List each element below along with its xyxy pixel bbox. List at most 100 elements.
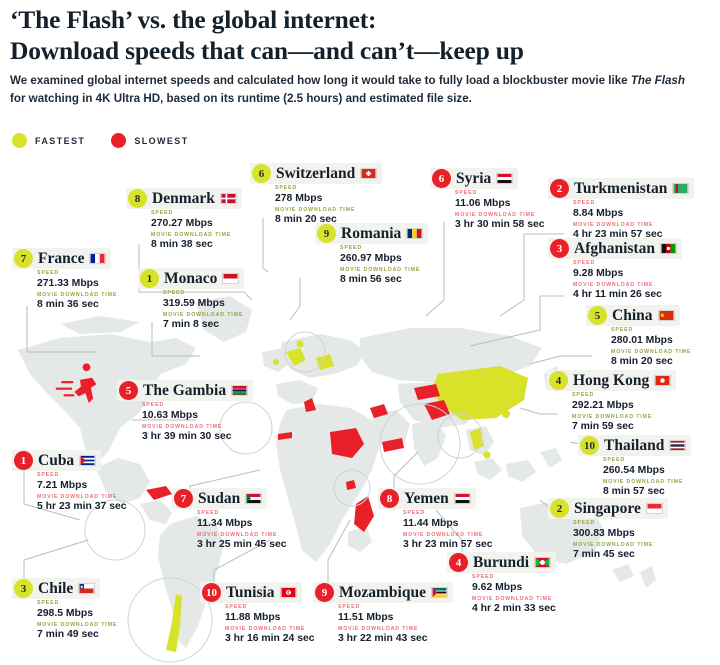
speed-label: SPEED [142,402,165,408]
time-value: 8 min 38 sec [151,239,213,251]
country-name: China [612,306,653,324]
country-name: Romania [341,224,402,242]
speed-value: 280.01 Mbps [611,334,673,346]
time-label: MOVIE DOWNLOAD TIME [573,541,654,548]
callout-thailand-body: SPEED 260.54 Mbps MOVIE DOWNLOAD TIME 8 … [578,457,691,498]
time-label: MOVIE DOWNLOAD TIME [142,423,223,430]
rank-pin: 6 [432,169,451,188]
flag-thailand-icon [669,440,687,451]
speed-label: SPEED [472,574,495,580]
speed-label: SPEED [603,457,626,463]
callout-afghanistan-body: SPEED 9.28 Mbps MOVIE DOWNLOAD TIME 4 hr… [548,260,682,301]
callout-tunisia[interactable]: 10 Tunisia SPEED 11.88 Mbps MOVIE DOWNLO… [200,582,315,645]
flag-hong-kong-icon [654,375,672,386]
callout-monaco[interactable]: 1 Monaco SPEED 319.59 Mbps MOVIE DOWNLOA… [138,268,245,331]
rank-pin: 4 [449,553,468,572]
callout-turkmenistan-header: 2 Turkmenistan [548,178,695,199]
speed-value: 9.62 Mbps [472,581,523,593]
callout-yemen[interactable]: 8 Yemen SPEED 11.44 Mbps MOVIE DOWNLOAD … [378,488,493,551]
callout-china-body: SPEED 280.01 Mbps MOVIE DOWNLOAD TIME 8 … [586,327,691,368]
flag-afghanistan-icon [659,243,677,254]
time-label: MOVIE DOWNLOAD TIME [603,478,684,485]
callout-france-body: SPEED 271.33 Mbps MOVIE DOWNLOAD TIME 8 … [12,270,118,311]
time-value: 3 hr 25 min 45 sec [197,539,287,551]
callout-switzerland-body: SPEED 278 Mbps MOVIE DOWNLOAD TIME 8 min… [250,185,382,226]
time-value: 3 hr 23 min 57 sec [403,539,493,551]
time-label: MOVIE DOWNLOAD TIME [275,206,356,213]
time-label: MOVIE DOWNLOAD TIME [403,531,484,538]
callout-burundi[interactable]: 4 Burundi SPEED 9.62 Mbps MOVIE DOWNLOAD… [447,552,557,615]
rank-pin: 1 [14,451,33,470]
speed-value: 11.88 Mbps [225,611,281,623]
callout-cuba[interactable]: 1 Cuba SPEED 7.21 Mbps MOVIE DOWNLOAD TI… [12,450,127,513]
callout-yemen-body: SPEED 11.44 Mbps MOVIE DOWNLOAD TIME 3 h… [378,510,493,551]
time-value: 7 min 45 sec [573,549,635,561]
callout-burundi-body: SPEED 9.62 Mbps MOVIE DOWNLOAD TIME 4 hr… [447,574,556,615]
speed-label: SPEED [340,245,363,251]
callout-chile-body: SPEED 298.5 Mbps MOVIE DOWNLOAD TIME 7 m… [12,600,117,641]
callout-switzerland[interactable]: 6 Switzerland SPEED 278 Mbps MOVIE DOWNL… [250,163,383,226]
callout-hong-kong-header: 4 Hong Kong [547,370,677,391]
rank-pin: 4 [549,371,568,390]
callout-mozambique[interactable]: 9 Mozambique SPEED 11.51 Mbps MOVIE DOWN… [313,582,453,645]
callout-turkmenistan[interactable]: 2 Turkmenistan SPEED 8.84 Mbps MOVIE DOW… [548,178,695,241]
callout-romania[interactable]: 9 Romania SPEED 260.97 Mbps MOVIE DOWNLO… [315,223,429,286]
rank-pin: 8 [128,189,147,208]
time-label: MOVIE DOWNLOAD TIME [37,493,118,500]
callout-the-gambia[interactable]: 5 The Gambia SPEED 10.63 Mbps MOVIE DOWN… [117,380,254,443]
country-name: Mozambique [339,583,426,601]
callout-thailand[interactable]: 10 Thailand SPEED 260.54 Mbps MOVIE DOWN… [578,435,692,498]
rank-pin: 6 [252,164,271,183]
callout-chile[interactable]: 3 Chile SPEED 298.5 Mbps MOVIE DOWNLOAD … [12,578,117,641]
flag-syria-icon [496,173,514,184]
flag-sudan-icon [245,493,263,504]
callout-hong-kong[interactable]: 4 Hong Kong SPEED 292.21 Mbps MOVIE DOWN… [547,370,677,433]
time-label: MOVIE DOWNLOAD TIME [163,311,244,318]
rank-pin: 2 [550,179,569,198]
rank-pin: 7 [14,249,33,268]
page-title-line-2: Download speeds that can—and can’t—keep … [10,36,524,66]
callout-the-gambia-header: 5 The Gambia [117,380,254,401]
callout-france[interactable]: 7 France SPEED 271.33 Mbps MOVIE DOWNLOA… [12,248,117,311]
flag-yemen-icon [453,493,471,504]
legend-item-slowest: SLOWEST [111,133,188,148]
speed-value: 292.21 Mbps [572,399,634,411]
country-name: Singapore [574,499,641,517]
speed-label: SPEED [37,600,60,606]
speed-label: SPEED [573,520,596,526]
rank-pin: 2 [550,499,569,518]
callout-afghanistan[interactable]: 3 Afghanistan SPEED 9.28 Mbps MOVIE DOWN… [548,238,682,301]
callout-chile-header: 3 Chile [12,578,101,599]
country-name: Afghanistan [574,239,655,257]
callout-singapore-header: 2 Singapore [548,498,668,519]
flag-tunisia-icon [279,587,297,598]
legend-label-fastest: FASTEST [35,135,86,146]
speed-value: 11.06 Mbps [455,197,511,209]
speed-value: 319.59 Mbps [163,297,225,309]
callout-turkmenistan-body: SPEED 8.84 Mbps MOVIE DOWNLOAD TIME 4 hr… [548,200,694,241]
time-value: 7 min 49 sec [37,629,99,641]
world-map [0,152,720,665]
speed-label: SPEED [37,472,60,478]
time-label: MOVIE DOWNLOAD TIME [37,291,118,298]
callout-singapore-body: SPEED 300.83 Mbps MOVIE DOWNLOAD TIME 7 … [548,520,668,561]
country-name: Denmark [152,189,215,207]
callout-denmark-body: SPEED 270.27 Mbps MOVIE DOWNLOAD TIME 8 … [126,210,242,251]
country-name: Cuba [38,451,75,469]
speed-value: 278 Mbps [275,192,323,204]
country-name: Sudan [198,489,241,507]
callout-singapore[interactable]: 2 Singapore SPEED 300.83 Mbps MOVIE DOWN… [548,498,668,561]
callout-syria[interactable]: 6 Syria SPEED 11.06 Mbps MOVIE DOWNLOAD … [430,168,545,231]
time-value: 4 hr 2 min 33 sec [472,603,556,615]
speed-value: 11.34 Mbps [197,517,253,529]
callout-sudan-body: SPEED 11.34 Mbps MOVIE DOWNLOAD TIME 3 h… [172,510,287,551]
callout-sudan[interactable]: 7 Sudan SPEED 11.34 Mbps MOVIE DOWNLOAD … [172,488,287,551]
standfirst-part-b: for watching in 4K Ultra HD, based on it… [10,91,472,105]
flag-burundi-icon [534,557,552,568]
time-value: 3 hr 30 min 58 sec [455,219,545,231]
speed-value: 7.21 Mbps [37,479,88,491]
callout-china[interactable]: 5 China SPEED 280.01 Mbps MOVIE DOWNLOAD… [586,305,691,368]
rank-pin: 10 [202,583,221,602]
callout-denmark[interactable]: 8 Denmark SPEED 270.27 Mbps MOVIE DOWNLO… [126,188,242,251]
callout-china-header: 5 China [586,305,680,326]
